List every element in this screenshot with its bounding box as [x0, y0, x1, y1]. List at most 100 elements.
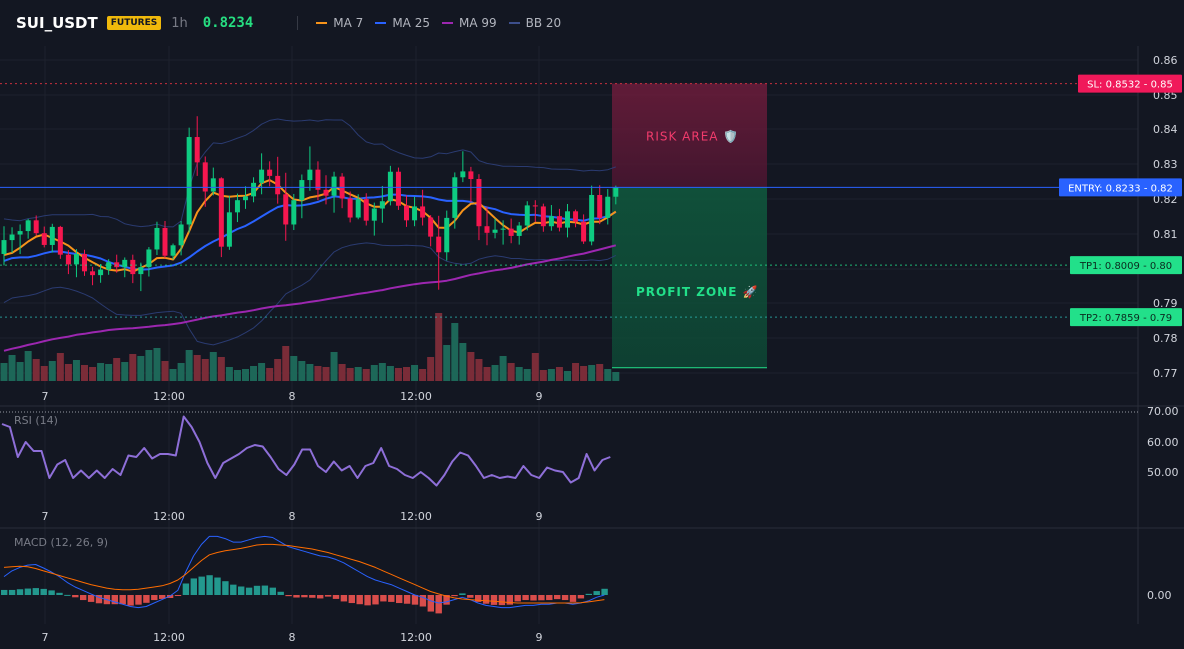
tp1-label-bg — [1070, 256, 1182, 275]
macd-histogram-bar-72 — [569, 595, 577, 602]
macd-histogram-bar-47 — [372, 595, 379, 605]
candle-52 — [420, 189, 426, 226]
candle-body-55 — [444, 217, 450, 253]
volume-bar-12 — [97, 363, 105, 381]
macd-histogram-bar-41 — [324, 595, 332, 597]
candle-body-61 — [492, 229, 498, 233]
volume-bar-0 — [0, 363, 8, 381]
candle-60 — [484, 206, 490, 246]
candle-body-56 — [452, 177, 458, 218]
timeframe-label[interactable]: 1h — [171, 15, 188, 31]
candle-body-13 — [106, 262, 112, 270]
candle-body-26 — [210, 178, 216, 192]
macd-title: MACD (12, 26, 9) — [14, 536, 108, 549]
candle-16 — [130, 254, 136, 284]
volume-bar-45 — [362, 369, 370, 381]
candle-body-23 — [186, 137, 192, 225]
volume-bar-20 — [161, 361, 169, 381]
candle-69 — [556, 208, 562, 232]
macd-histogram-bar-25 — [198, 576, 205, 595]
volume-bar-2 — [16, 362, 24, 381]
macd-histogram-bar-60 — [475, 595, 482, 602]
candle-29 — [234, 193, 240, 223]
candle-76 — [613, 185, 619, 205]
macd-histogram-bar-22 — [174, 595, 182, 596]
volume-bar-27 — [217, 357, 225, 381]
time-tick-p2-1: 12:00 — [153, 631, 185, 644]
candle-body-50 — [404, 205, 409, 221]
candle-body-58 — [468, 171, 474, 180]
legend-ma99[interactable]: MA 99 — [441, 16, 497, 30]
symbol-name[interactable]: SUI_USDT — [16, 14, 98, 32]
volume-bar-34 — [274, 359, 282, 381]
macd-histogram-bar-5 — [40, 588, 47, 595]
entry-label-bg — [1059, 178, 1182, 197]
macd-histogram-bar-74 — [585, 593, 592, 595]
volume-bar-60 — [483, 367, 491, 381]
candle-body-71 — [573, 211, 579, 222]
candle-59 — [476, 174, 482, 241]
candle-body-54 — [436, 236, 442, 253]
candlesticks[interactable] — [1, 116, 619, 292]
candle-58 — [468, 166, 474, 202]
time-tick-p0-2: 8 — [289, 390, 296, 403]
candle-body-24 — [194, 137, 200, 163]
macd-histogram-bar-32 — [253, 585, 261, 595]
volume-bar-24 — [193, 355, 201, 381]
time-tick-p2-2: 8 — [289, 631, 296, 644]
volume-bar-52 — [419, 369, 427, 381]
tp2-label: TP2: 0.7859 - 0.79 — [1070, 308, 1182, 327]
time-tick-p1-2: 8 — [289, 510, 296, 523]
legend-label-ma99: MA 99 — [458, 16, 497, 30]
volume-bar-8 — [64, 364, 72, 381]
candle-39 — [315, 161, 321, 201]
volume-bar-70 — [564, 371, 571, 381]
volume-bar-31 — [250, 366, 258, 381]
volume-bar-35 — [282, 346, 290, 381]
macd-histogram-bar-36 — [285, 595, 292, 597]
volume-bar-64 — [515, 367, 523, 381]
volume-bar-23 — [185, 350, 193, 381]
macd-histogram-bar-1 — [8, 589, 16, 595]
volume-bar-9 — [72, 360, 80, 381]
candle-65 — [524, 201, 530, 231]
time-tick-p2-4: 9 — [536, 631, 543, 644]
volume-bar-58 — [467, 352, 475, 381]
macd-histogram-bar-56 — [443, 595, 450, 605]
rsi-title: RSI (14) — [14, 414, 58, 427]
candle-17 — [138, 262, 144, 292]
macd-histogram-bar-31 — [245, 587, 253, 595]
entry-label: ENTRY: 0.8233 - 0.82 — [1059, 178, 1182, 197]
candle-body-2 — [17, 231, 23, 235]
candle-55 — [444, 210, 450, 261]
legend-ma7[interactable]: MA 7 — [316, 16, 363, 30]
legend-bb20[interactable]: BB 20 — [508, 16, 562, 30]
candle-body-37 — [299, 180, 305, 201]
volume-bar-19 — [153, 348, 161, 381]
legend-label-bb20: BB 20 — [525, 16, 562, 30]
candle-body-75 — [605, 196, 611, 218]
volume-bar-1 — [8, 355, 16, 381]
rsi-panel: RSI (14) — [0, 411, 1138, 487]
volume-bar-36 — [290, 356, 298, 381]
volume-bar-41 — [330, 352, 338, 381]
macd-histogram-bar-2 — [16, 589, 24, 595]
legend-ma25[interactable]: MA 25 — [375, 16, 430, 30]
candle-20 — [162, 221, 168, 259]
candle-body-16 — [130, 259, 136, 275]
candle-24 — [194, 116, 200, 176]
candle-46 — [371, 202, 377, 236]
macd-histogram-bar-26 — [206, 575, 213, 595]
candle-48 — [387, 165, 393, 206]
volume-bar-76 — [612, 372, 620, 381]
candle-36 — [291, 193, 297, 231]
price-tick-0: 0.86 — [1153, 54, 1178, 67]
macd-histogram-bar-68 — [538, 595, 545, 601]
candle-42 — [339, 173, 345, 209]
candle-21 — [170, 243, 176, 260]
macd-histogram-bar-6 — [48, 590, 55, 595]
macd-histogram-bar-27 — [214, 577, 221, 595]
time-tick-p2-0: 7 — [42, 631, 49, 644]
price-tick-8: 0.78 — [1153, 332, 1178, 345]
